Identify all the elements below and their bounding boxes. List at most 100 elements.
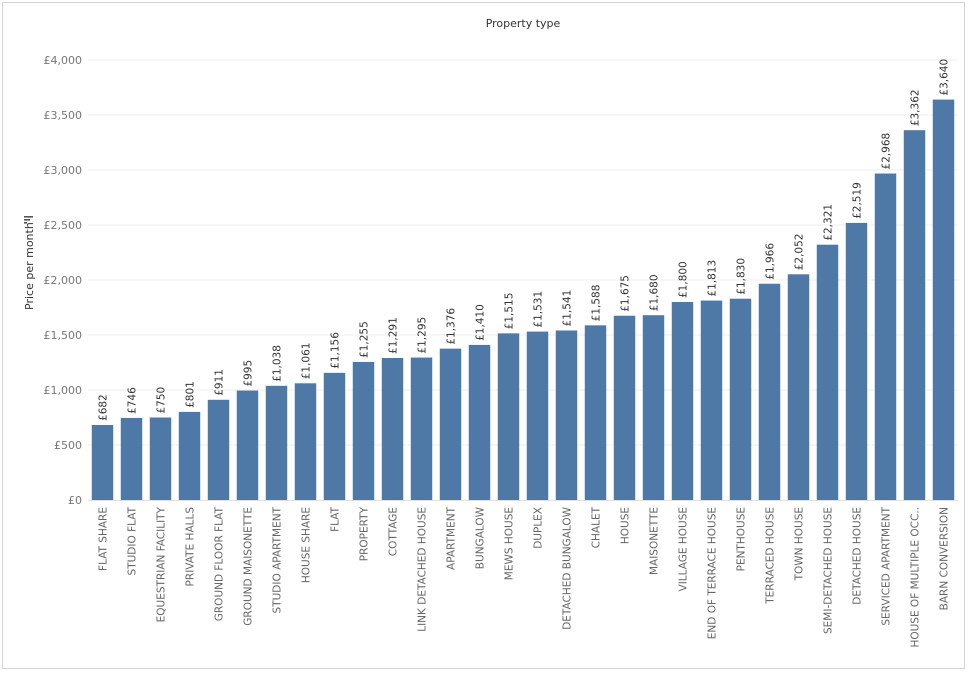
bar[interactable] (323, 372, 346, 500)
y-axis-title: Price per month (23, 216, 36, 310)
bar[interactable] (932, 99, 955, 500)
y-axis-ticks: £0 £500 £1,000 £1,500 £2,000 £2,500 £3,000 £3,5… (44, 54, 83, 507)
x-tick-label: STUDIO APARTMENT (272, 506, 284, 613)
bar[interactable] (468, 344, 491, 500)
data-label: £1,531 (533, 291, 545, 328)
bar[interactable] (845, 222, 868, 500)
x-tick-label: VILLAGE HOUSE (678, 507, 690, 591)
data-label: £1,588 (591, 285, 603, 322)
x-tick-label: PENTHOUSE (736, 507, 748, 571)
data-label: £911 (214, 369, 226, 396)
bar[interactable] (584, 325, 607, 500)
data-label: £1,813 (707, 260, 719, 297)
data-label: £801 (185, 381, 197, 408)
data-label: £995 (243, 360, 255, 387)
data-label: £2,321 (823, 204, 835, 241)
data-label: £1,800 (678, 261, 690, 298)
x-tick-label: TOWN HOUSE (794, 507, 806, 581)
bar[interactable] (787, 274, 810, 500)
bar[interactable] (874, 173, 897, 500)
y-tick-label: £3,500 (44, 109, 83, 122)
bar[interactable] (497, 333, 520, 500)
x-tick-label: STUDIO FLAT (127, 506, 139, 575)
data-label: £1,295 (417, 317, 429, 354)
data-label: £3,640 (939, 59, 951, 96)
data-label: £1,376 (446, 308, 458, 345)
x-tick-label: DUPLEX (533, 507, 545, 549)
data-label: £1,830 (736, 258, 748, 295)
x-tick-label: END OF TERRACE HOUSE (707, 507, 719, 639)
y-tick-label: £4,000 (44, 54, 83, 67)
bar[interactable] (294, 383, 317, 500)
y-tick-label: £1,500 (44, 329, 83, 342)
data-label: £2,519 (852, 182, 864, 219)
bar[interactable] (91, 424, 114, 500)
bar[interactable] (352, 361, 375, 500)
bar[interactable] (555, 330, 578, 500)
data-label: £1,541 (562, 290, 574, 327)
data-label: £1,061 (301, 343, 313, 380)
x-tick-label: LINK DETACHED HOUSE (417, 507, 429, 632)
bar[interactable] (207, 399, 230, 500)
bar[interactable] (236, 390, 259, 500)
chart-title: Property type (486, 17, 561, 30)
bar[interactable] (120, 417, 143, 500)
bar[interactable] (642, 315, 665, 500)
bar[interactable] (410, 357, 433, 500)
x-tick-label: TERRACED HOUSE (765, 507, 777, 605)
bar[interactable] (700, 300, 723, 500)
bar[interactable] (758, 283, 781, 500)
y-tick-label: £0 (68, 494, 82, 507)
data-label: £3,362 (910, 89, 922, 126)
data-label: £2,968 (881, 133, 893, 170)
data-label: £1,156 (330, 332, 342, 369)
x-tick-label: APARTMENT (446, 506, 458, 570)
x-tick-label: PRIVATE HALLS (185, 507, 197, 587)
x-tick-label: HOUSE OF MULTIPLE OCC.. (910, 507, 922, 648)
x-tick-label: BARN CONVERSION (939, 507, 951, 610)
x-tick-label: SEMI-DETACHED HOUSE (823, 507, 835, 634)
x-tick-label: HOUSE SHARE (301, 507, 313, 583)
sort-descending-icon[interactable] (24, 216, 33, 224)
x-tick-label: MEWS HOUSE (504, 507, 516, 580)
x-tick-label: SERVICED APARTMENT (881, 506, 893, 625)
bar[interactable] (381, 357, 404, 500)
bar[interactable] (178, 411, 201, 500)
x-tick-label: MAISONETTE (649, 507, 661, 575)
data-label: £746 (127, 387, 139, 414)
bar[interactable] (903, 130, 926, 500)
bar[interactable] (149, 417, 172, 501)
x-tick-label: DETACHED HOUSE (852, 507, 864, 605)
y-tick-label: £2,500 (44, 219, 83, 232)
x-tick-label: PROPERTY (359, 506, 371, 561)
y-tick-label: £1,000 (44, 384, 83, 397)
y-axis-label: Price per month (23, 222, 36, 310)
x-tick-label: HOUSE (620, 507, 632, 544)
bars (91, 99, 955, 501)
data-label: £1,038 (272, 345, 284, 382)
data-label: £750 (156, 387, 168, 414)
data-label: £1,680 (649, 274, 661, 311)
data-label: £2,052 (794, 234, 806, 271)
data-label: £1,410 (475, 304, 487, 341)
x-tick-label: EQUESTRIAN FACILITY (156, 506, 168, 622)
x-tick-label: FLAT SHARE (98, 507, 110, 571)
data-label: £1,966 (765, 243, 777, 280)
data-label: £1,291 (388, 317, 400, 354)
bar[interactable] (816, 244, 839, 500)
bar[interactable] (613, 315, 636, 500)
bar[interactable] (671, 302, 694, 500)
x-tick-label: DETACHED BUNGALOW (562, 506, 574, 629)
category-labels: FLAT SHARE STUDIO FLAT EQUESTRIAN FACILITY… (98, 506, 951, 647)
bar[interactable] (265, 385, 288, 500)
data-label: £682 (98, 394, 110, 421)
bar[interactable] (729, 298, 752, 500)
data-label: £1,255 (359, 321, 371, 358)
x-tick-label: COTTAGE (388, 507, 400, 556)
bar[interactable] (439, 348, 462, 500)
bar[interactable] (526, 331, 549, 500)
x-tick-label: GROUND FLOOR FLAT (214, 506, 226, 621)
data-label: £1,675 (620, 275, 632, 312)
y-tick-label: £2,000 (44, 274, 83, 287)
